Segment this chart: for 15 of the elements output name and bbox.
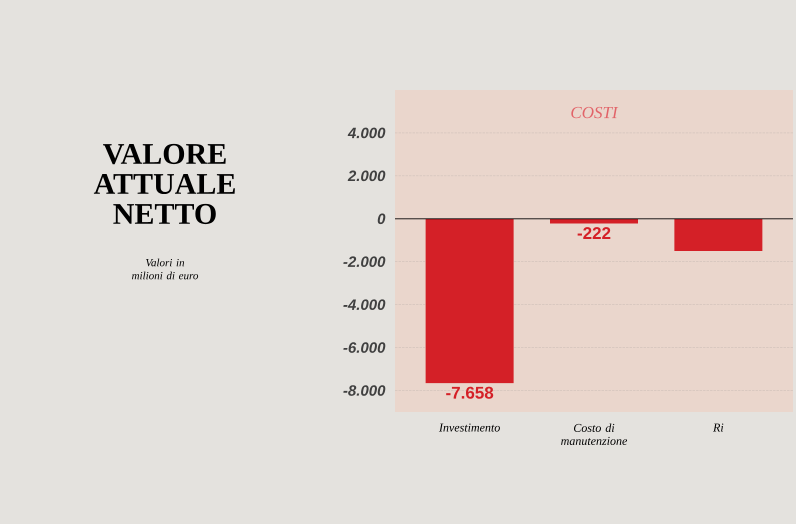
y-tick-label: -6.000 bbox=[343, 342, 386, 353]
y-tick-label: 4.000 bbox=[348, 128, 386, 138]
x-tick-label: Ri bbox=[712, 424, 724, 432]
annotation: COSTI bbox=[571, 106, 618, 118]
text: Valori in milioni di euro bbox=[132, 258, 198, 280]
x-tick-label: Costo di manutenzione bbox=[561, 424, 628, 445]
y-tick-label: -8.000 bbox=[343, 385, 386, 396]
y-tick-label: -2.000 bbox=[343, 256, 386, 268]
x-tick-label: Investimento bbox=[438, 424, 500, 432]
y-tick-label: 0 bbox=[378, 213, 386, 224]
data-label: -222 bbox=[578, 227, 610, 239]
data-label: -7.658 bbox=[446, 386, 494, 399]
y-tick-label: 2.000 bbox=[348, 170, 386, 182]
text: VALORE ATTUALE NETTO bbox=[94, 144, 235, 224]
y-tick-label: -4.000 bbox=[343, 299, 386, 310]
